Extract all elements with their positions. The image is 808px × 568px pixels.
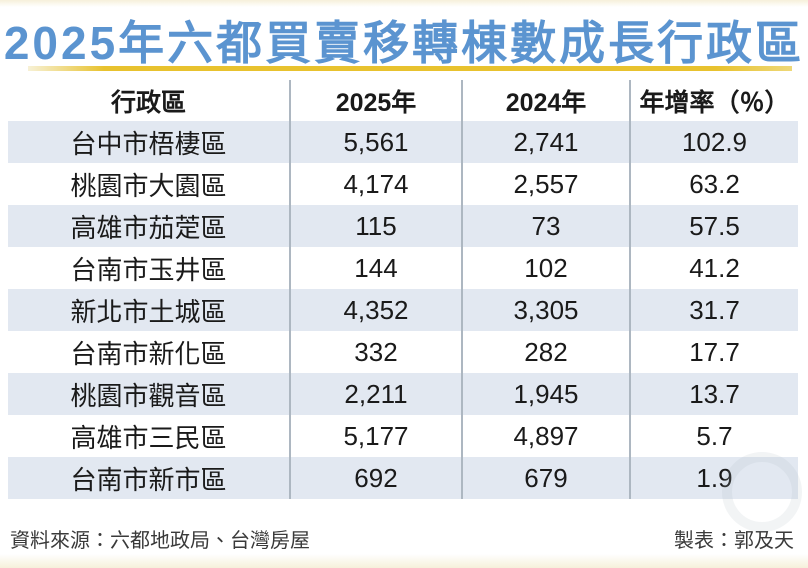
growth-cell: 102.9 (629, 121, 798, 163)
footer-bar: 資料來源：六都地政局、台灣房屋 製表：郭及天 (10, 524, 794, 553)
table-header: 行政區 2025年 2024年 年增率（％） (8, 80, 798, 121)
value-2024-cell: 73 (461, 205, 630, 247)
growth-cell: 41.2 (629, 247, 798, 289)
district-cell: 台中市梧棲區 (70, 128, 227, 159)
district-cell: 台南市新市區 (70, 464, 227, 495)
value-2025-cell: 692 (289, 457, 462, 499)
bottom-edge-band (0, 554, 808, 568)
header-2025: 2025年 (289, 80, 462, 121)
table-body: 台中市梧棲區 5,561 2,741 102.9 桃園市大園區 4,174 2,557 63.… (8, 121, 798, 499)
value-2025-cell: 144 (289, 247, 462, 289)
page-title: 2025年六都買賣移轉棟數成長行政區 (3, 17, 805, 69)
growth-cell: 17.7 (629, 331, 798, 373)
header-row: 行政區 2025年 2024年 年增率（％） (8, 80, 798, 121)
table-row: 桃園市觀音區 2,211 1,945 13.7 (8, 373, 798, 415)
header-2024: 2024年 (461, 80, 630, 121)
credit-note: 製表：郭及天 (674, 530, 794, 552)
table-row: 台南市新市區 692 679 1.9 (8, 457, 798, 499)
value-2025-cell: 4,352 (289, 289, 462, 331)
header-district: 行政區 (110, 88, 186, 117)
value-2025-cell: 332 (289, 331, 462, 373)
table-row: 台南市新化區 332 282 17.7 (8, 331, 798, 373)
district-cell: 高雄市茄萣區 (70, 212, 227, 243)
value-2024-cell: 2,557 (461, 163, 630, 205)
district-cell: 台南市玉井區 (70, 254, 227, 285)
transfer-growth-table: 行政區 2025年 2024年 年增率（％） 台中市梧棲區 5,561 2,741 1… (8, 80, 798, 499)
value-2025-cell: 5,177 (289, 415, 462, 457)
table-row: 高雄市茄萣區 115 73 57.5 (8, 205, 798, 247)
table-row: 高雄市三民區 5,177 4,897 5.7 (8, 415, 798, 457)
title-underline (28, 66, 792, 71)
value-2024-cell: 4,897 (461, 415, 630, 457)
growth-cell: 63.2 (629, 163, 798, 205)
top-edge-band (0, 0, 808, 7)
district-cell: 桃園市大園區 (70, 170, 227, 201)
value-2025-cell: 4,174 (289, 163, 462, 205)
header-growth: 年增率（％） (629, 80, 798, 121)
value-2024-cell: 3,305 (461, 289, 630, 331)
growth-cell: 5.7 (629, 415, 798, 457)
table-row: 台南市玉井區 144 102 41.2 (8, 247, 798, 289)
growth-cell: 31.7 (629, 289, 798, 331)
district-cell: 台南市新化區 (70, 338, 227, 369)
source-note: 資料來源：六都地政局、台灣房屋 (10, 530, 310, 552)
value-2025-cell: 5,561 (289, 121, 462, 163)
district-cell: 新北市土城區 (70, 296, 227, 327)
value-2024-cell: 679 (461, 457, 630, 499)
district-cell: 高雄市三民區 (70, 422, 227, 453)
table-row: 新北市土城區 4,352 3,305 31.7 (8, 289, 798, 331)
value-2024-cell: 2,741 (461, 121, 630, 163)
table-row: 桃園市大園區 4,174 2,557 63.2 (8, 163, 798, 205)
table-row: 台中市梧棲區 5,561 2,741 102.9 (8, 121, 798, 163)
district-cell: 桃園市觀音區 (70, 380, 227, 411)
growth-cell: 13.7 (629, 373, 798, 415)
value-2024-cell: 282 (461, 331, 630, 373)
growth-cell: 57.5 (629, 205, 798, 247)
value-2025-cell: 115 (289, 205, 462, 247)
value-2025-cell: 2,211 (289, 373, 462, 415)
value-2024-cell: 1,945 (461, 373, 630, 415)
value-2024-cell: 102 (461, 247, 630, 289)
growth-cell: 1.9 (629, 457, 798, 499)
